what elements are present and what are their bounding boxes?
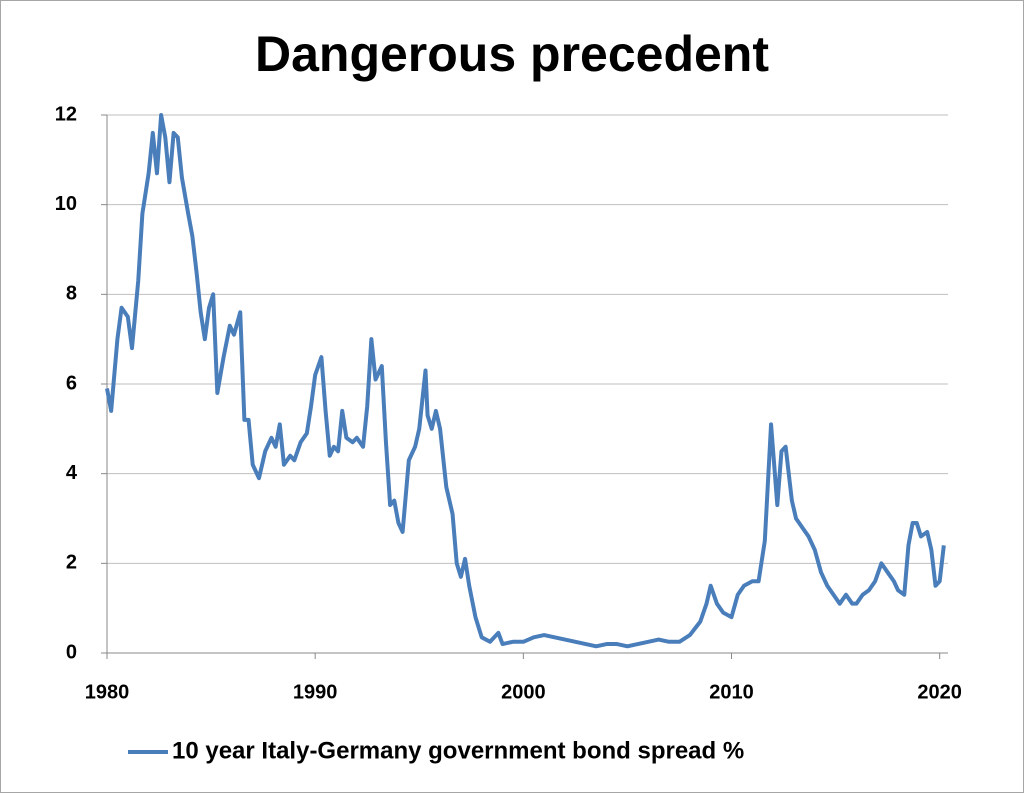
x-tick-label: 2010 bbox=[709, 681, 754, 703]
y-tick-label: 10 bbox=[55, 193, 77, 215]
legend-label: 10 year Italy-Germany government bond sp… bbox=[172, 737, 744, 764]
x-tick-label: 1980 bbox=[85, 681, 130, 703]
chart-title: Dangerous precedent bbox=[255, 26, 769, 82]
x-tick-label: 2000 bbox=[501, 681, 546, 703]
x-tick-label: 2020 bbox=[917, 681, 962, 703]
y-tick-label: 6 bbox=[66, 372, 77, 394]
y-tick-label: 12 bbox=[55, 103, 77, 125]
data-line bbox=[105, 113, 946, 649]
y-tick-label: 4 bbox=[66, 462, 78, 484]
y-tick-label: 0 bbox=[66, 641, 77, 663]
y-tick-label: 8 bbox=[66, 283, 77, 305]
x-tick-label: 1990 bbox=[293, 681, 338, 703]
y-tick-label: 2 bbox=[66, 552, 77, 574]
